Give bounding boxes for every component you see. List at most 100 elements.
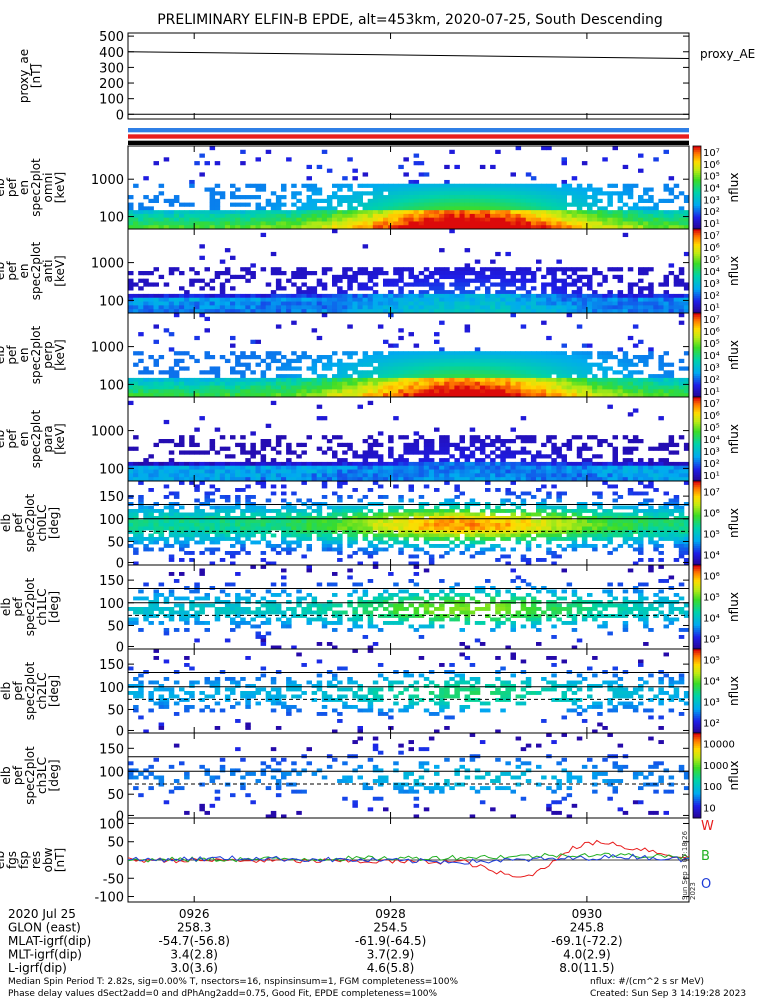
heatmap-cell bbox=[418, 172, 425, 177]
heatmap-cell bbox=[643, 477, 649, 482]
heatmap-cell bbox=[291, 309, 297, 314]
heatmap-cell bbox=[143, 469, 149, 474]
heatmap-cell bbox=[337, 385, 343, 390]
heatmap-cell bbox=[367, 202, 374, 207]
heatmap-cell bbox=[250, 225, 256, 230]
heatmap-cell bbox=[388, 381, 394, 386]
heatmap-cell bbox=[383, 547, 389, 552]
heatmap-cell bbox=[143, 516, 149, 520]
heatmap-cell bbox=[255, 293, 261, 299]
heatmap-cell bbox=[377, 301, 384, 306]
heatmap-cell bbox=[678, 393, 685, 398]
heatmap-cell bbox=[556, 286, 562, 291]
heatmap-cell bbox=[398, 530, 404, 534]
heatmap-cell bbox=[209, 477, 216, 482]
heatmap-cell bbox=[306, 465, 312, 470]
heatmap-cell bbox=[449, 377, 455, 383]
heatmap-cell bbox=[291, 505, 297, 510]
heatmap-cell bbox=[372, 547, 379, 552]
heatmap-cell bbox=[648, 290, 654, 295]
heatmap-cell bbox=[377, 523, 384, 527]
heatmap-cell bbox=[541, 385, 547, 390]
heatmap-cell bbox=[219, 393, 226, 398]
heatmap-cell bbox=[296, 442, 302, 448]
heatmap-cell bbox=[398, 551, 404, 555]
heatmap-cell bbox=[546, 355, 552, 360]
heatmap-cell bbox=[505, 370, 511, 375]
heatmap-cell bbox=[653, 202, 659, 207]
heatmap-cell bbox=[428, 439, 435, 444]
heatmap-cell bbox=[592, 454, 598, 459]
heatmap-cell bbox=[296, 274, 302, 280]
heatmap-cell bbox=[250, 210, 256, 215]
heatmap-cell bbox=[541, 274, 547, 280]
colorbar-tick-label: 10⁷ bbox=[703, 231, 720, 242]
heatmap-cell bbox=[469, 461, 476, 467]
heatmap-cell bbox=[541, 210, 547, 215]
heatmap-cell bbox=[627, 213, 634, 219]
heatmap-cell bbox=[393, 225, 399, 230]
heatmap-cell bbox=[515, 393, 522, 398]
heatmap-cell bbox=[148, 206, 154, 211]
heatmap-cell bbox=[408, 282, 414, 287]
colorbar-cell bbox=[693, 287, 701, 291]
heatmap-cell bbox=[525, 198, 532, 203]
heatmap-cell bbox=[230, 509, 236, 513]
heatmap-cell bbox=[485, 442, 491, 448]
heatmap-cell bbox=[204, 530, 210, 534]
heatmap-cell bbox=[224, 385, 231, 390]
heatmap-cell bbox=[413, 179, 420, 185]
heatmap-cell bbox=[607, 477, 613, 482]
colorbar-cell bbox=[693, 397, 701, 400]
heatmap-cell bbox=[490, 450, 496, 455]
heatmap-cell bbox=[663, 442, 669, 448]
heatmap-cell bbox=[530, 351, 537, 356]
heatmap-cell bbox=[224, 505, 231, 510]
heatmap-cell bbox=[357, 198, 363, 203]
heatmap-cell bbox=[490, 385, 496, 390]
y-axis-label: pef bbox=[5, 429, 19, 449]
heatmap-cell bbox=[148, 505, 154, 510]
heatmap-cell bbox=[296, 516, 302, 520]
heatmap-cell bbox=[551, 389, 557, 394]
heatmap-cell bbox=[638, 477, 644, 482]
heatmap-cell bbox=[148, 473, 154, 478]
heatmap-cell bbox=[148, 309, 154, 314]
heatmap-cell bbox=[163, 519, 170, 524]
heatmap-cell bbox=[326, 530, 333, 534]
colorbar-tick-label: 10³ bbox=[703, 447, 720, 458]
heatmap-cell bbox=[551, 297, 557, 302]
heatmap-cell bbox=[347, 297, 353, 302]
heatmap-cell bbox=[525, 435, 532, 440]
heatmap-cell bbox=[301, 389, 307, 394]
heatmap-cell bbox=[265, 202, 272, 207]
heatmap-cell bbox=[316, 221, 323, 226]
heatmap-cell bbox=[673, 217, 680, 222]
heatmap-cell bbox=[413, 225, 420, 230]
heatmap-cell bbox=[439, 442, 445, 448]
heatmap-cell bbox=[321, 385, 328, 390]
heatmap-cell bbox=[367, 305, 374, 310]
heatmap-cell bbox=[500, 465, 506, 470]
heatmap-cell bbox=[592, 473, 598, 478]
heatmap-cell bbox=[250, 473, 256, 478]
heatmap-cell bbox=[168, 393, 175, 398]
colorbar-cell bbox=[693, 445, 701, 448]
heatmap-cell bbox=[439, 206, 445, 211]
heatmap-cell bbox=[454, 191, 460, 196]
heatmap-cell bbox=[515, 187, 522, 192]
heatmap-cell bbox=[362, 450, 369, 455]
heatmap-cell bbox=[372, 512, 379, 517]
heatmap-cell bbox=[530, 217, 537, 222]
heatmap-cell bbox=[372, 305, 379, 310]
heatmap-cell bbox=[214, 191, 221, 196]
heatmap-cell bbox=[510, 374, 516, 379]
heatmap-cell bbox=[408, 374, 414, 379]
heatmap-cell bbox=[245, 458, 251, 463]
heatmap-cell bbox=[393, 309, 399, 314]
heatmap-cell bbox=[138, 210, 144, 215]
heatmap-cell bbox=[153, 389, 159, 394]
heatmap-cell bbox=[143, 213, 149, 219]
heatmap-cell bbox=[587, 370, 593, 375]
heatmap-cell bbox=[148, 461, 154, 467]
